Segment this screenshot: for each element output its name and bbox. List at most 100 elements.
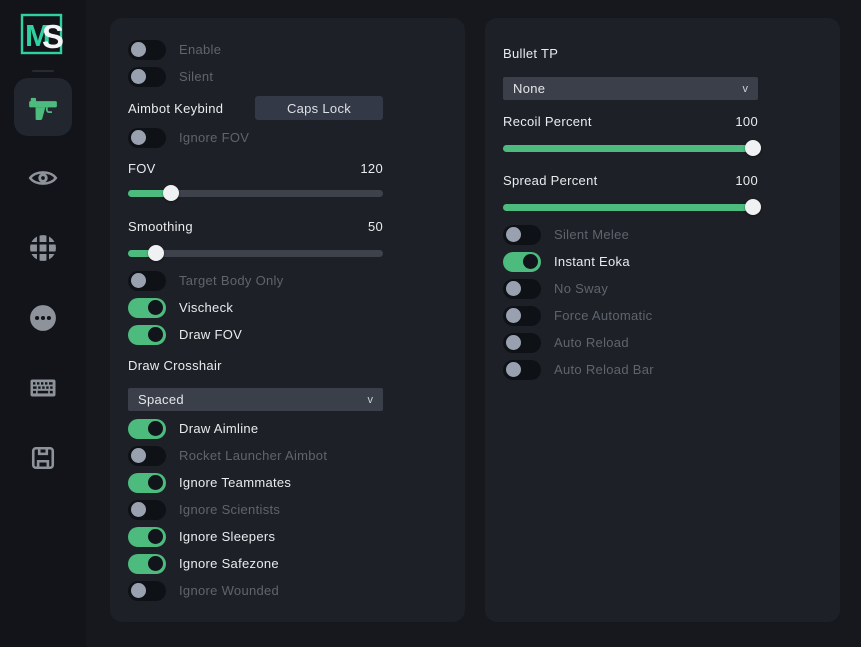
dropdown-selected-value: Spaced xyxy=(138,392,184,407)
draw-aimline-toggle[interactable] xyxy=(128,418,166,439)
toggle-row-silent: Silent xyxy=(128,63,465,90)
smoothing-slider[interactable] xyxy=(128,241,383,265)
globe-icon xyxy=(29,234,57,262)
toggle-row-vischeck: Vischeck xyxy=(128,294,465,321)
ignore-teammates-toggle[interactable] xyxy=(128,472,166,493)
toggle-knob xyxy=(148,421,163,436)
sidebar: M S xyxy=(0,0,86,647)
toggle-label: Ignore Wounded xyxy=(179,583,280,598)
toggle-row-ignore-sleepers: Ignore Sleepers xyxy=(128,523,465,550)
toggle-label: Force Automatic xyxy=(554,308,653,323)
spread-percent-slider[interactable] xyxy=(503,195,761,219)
slider-thumb[interactable] xyxy=(148,245,165,261)
auto-reload-toggle[interactable] xyxy=(503,332,541,353)
ignore-safezone-toggle[interactable] xyxy=(128,553,166,574)
toggle-label: Draw Aimline xyxy=(179,421,259,436)
toggle-knob xyxy=(131,42,146,57)
toggle-row-enable: Enable xyxy=(128,36,465,63)
bullet-tp-dropdown[interactable]: None v xyxy=(503,77,758,100)
dropdown-selected-value: None xyxy=(513,81,546,96)
slider-track xyxy=(128,185,383,201)
slider-thumb[interactable] xyxy=(744,140,761,156)
enable-toggle[interactable] xyxy=(128,39,166,60)
toggle-row-auto-reload: Auto Reload xyxy=(503,329,840,356)
toggle-knob xyxy=(523,254,538,269)
smoothing-slider-head: Smoothing 50 xyxy=(128,215,383,237)
recoil-percent-label: Recoil Percent xyxy=(503,113,592,129)
eye-icon xyxy=(28,171,58,185)
toggle-label: Auto Reload xyxy=(554,335,629,350)
sidebar-item-misc[interactable] xyxy=(14,290,72,346)
toggle-row-draw-aimline: Draw Aimline xyxy=(128,415,465,442)
rocket-launcher-aimbot-toggle[interactable] xyxy=(128,445,166,466)
ignore-scientists-toggle[interactable] xyxy=(128,499,166,520)
toggle-label: Ignore Teammates xyxy=(179,475,292,490)
slider-thumb[interactable] xyxy=(163,185,180,201)
toggle-knob xyxy=(506,308,521,323)
vischeck-toggle[interactable] xyxy=(128,297,166,318)
draw-crosshair-label: Draw Crosshair xyxy=(128,357,222,373)
aimbot-keybind-button[interactable]: Caps Lock xyxy=(255,96,383,120)
toggle-row-no-sway: No Sway xyxy=(503,275,840,302)
silent-toggle[interactable] xyxy=(128,66,166,87)
ignore-sleepers-toggle[interactable] xyxy=(128,526,166,547)
toggle-knob xyxy=(131,583,146,598)
toggle-knob xyxy=(131,130,146,145)
aimbot-panel: Enable Silent Aimbot Keybind Caps Lock I… xyxy=(110,18,465,622)
toggle-knob xyxy=(506,362,521,377)
toggle-knob xyxy=(148,529,163,544)
silent-melee-toggle[interactable] xyxy=(503,224,541,245)
sidebar-item-world[interactable] xyxy=(14,220,72,276)
sidebar-item-aimbot[interactable] xyxy=(14,78,72,136)
weapons-panel: Bullet TP None v Recoil Percent 100 Spre… xyxy=(485,18,840,622)
toggle-row-silent-melee: Silent Melee xyxy=(503,221,840,248)
slider-thumb[interactable] xyxy=(744,199,761,215)
toggle-label: Silent Melee xyxy=(554,227,630,242)
toggle-knob xyxy=(148,475,163,490)
toggle-row-ignore-safezone: Ignore Safezone xyxy=(128,550,465,577)
spread-slider-head: Spread Percent 100 xyxy=(503,169,758,191)
fov-label: FOV xyxy=(128,160,156,176)
save-icon xyxy=(31,446,55,470)
toggle-label: Instant Eoka xyxy=(554,254,630,269)
force-automatic-toggle[interactable] xyxy=(503,305,541,326)
sidebar-item-keybinds[interactable] xyxy=(14,360,72,416)
toggle-knob xyxy=(148,556,163,571)
toggle-knob xyxy=(506,227,521,242)
fov-slider-head: FOV 120 xyxy=(128,157,383,179)
recoil-percent-slider[interactable] xyxy=(503,136,761,160)
toggle-row-rocket-launcher-aimbot: Rocket Launcher Aimbot xyxy=(128,442,465,469)
instant-eoka-toggle[interactable] xyxy=(503,251,541,272)
no-sway-toggle[interactable] xyxy=(503,278,541,299)
svg-text:S: S xyxy=(42,18,64,55)
slider-fill xyxy=(128,249,157,257)
toggle-row-ignore-fov: Ignore FOV xyxy=(128,124,465,151)
toggle-label: Draw FOV xyxy=(179,327,243,342)
target-body-only-toggle[interactable] xyxy=(128,270,166,291)
sidebar-item-save[interactable] xyxy=(14,430,72,486)
spread-percent-value: 100 xyxy=(735,172,758,188)
slider-fill xyxy=(128,189,172,197)
spread-percent-label: Spread Percent xyxy=(503,172,598,188)
ignore-fov-toggle[interactable] xyxy=(128,127,166,148)
app-logo: M S xyxy=(19,10,67,58)
slider-fill xyxy=(503,144,753,152)
toggle-knob xyxy=(506,335,521,350)
svg-text:M: M xyxy=(25,18,51,53)
toggle-knob xyxy=(131,448,146,463)
fov-slider[interactable] xyxy=(128,181,383,205)
auto-reload-bar-toggle[interactable] xyxy=(503,359,541,380)
draw-crosshair-dropdown[interactable]: Spaced v xyxy=(128,388,383,411)
draw-fov-toggle[interactable] xyxy=(128,324,166,345)
sidebar-item-visuals[interactable] xyxy=(14,150,72,206)
toggle-row-ignore-scientists: Ignore Scientists xyxy=(128,496,465,523)
toggle-knob xyxy=(148,300,163,315)
recoil-slider-head: Recoil Percent 100 xyxy=(503,110,758,132)
bullet-tp-label: Bullet TP xyxy=(503,45,559,61)
toggle-label: Enable xyxy=(179,42,222,57)
keybind-row: Aimbot Keybind Caps Lock xyxy=(128,94,383,122)
toggle-row-target-body-only: Target Body Only xyxy=(128,267,465,294)
ignore-wounded-toggle[interactable] xyxy=(128,580,166,601)
toggle-knob xyxy=(131,502,146,517)
keybind-label: Aimbot Keybind xyxy=(128,100,224,116)
